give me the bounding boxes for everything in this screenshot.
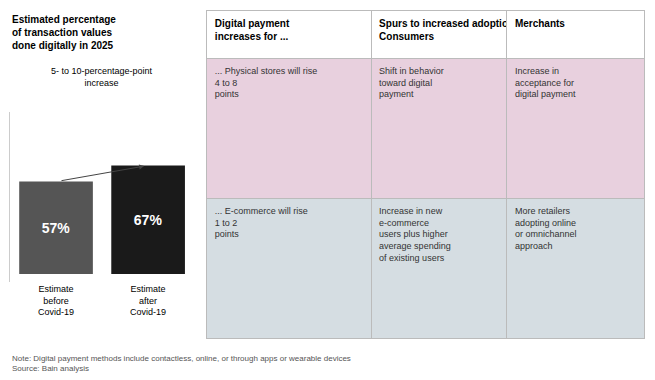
svg-text:Note: Digital payment methods: Note: Digital payment methods include co…: [12, 354, 351, 373]
svg-text:67%: 67%: [134, 212, 163, 228]
svg-text:Spurs to increased adoption fo: Spurs to increased adoption forConsumers: [379, 18, 508, 42]
svg-text:EstimateafterCovid-19: EstimateafterCovid-19: [130, 284, 166, 317]
svg-text:Shift in behaviortoward digita: Shift in behaviortoward digitalpayment: [379, 66, 444, 99]
svg-text:EstimatebeforeCovid-19: EstimatebeforeCovid-19: [38, 284, 74, 317]
svg-text:57%: 57%: [42, 220, 71, 236]
svg-text:... E-commerce will rise1 to 2: ... E-commerce will rise1 to 2points: [215, 206, 308, 239]
svg-text:Digital paymentincreases for .: Digital paymentincreases for ...: [215, 18, 290, 42]
svg-text:Increase inacceptance fordigit: Increase inacceptance fordigital payment: [515, 66, 576, 99]
svg-text:Increase in newe-commerceusers: Increase in newe-commerceusers plus high…: [379, 206, 451, 263]
svg-text:Merchants: Merchants: [515, 18, 565, 29]
svg-text:... Physical stores will rise4: ... Physical stores will rise4 to 8point…: [215, 66, 318, 99]
svg-text:More retailersadopting onlineo: More retailersadopting onlineor omnichan…: [515, 206, 577, 251]
svg-text:5- to 10-percentage-pointincre: 5- to 10-percentage-pointincrease: [51, 66, 153, 88]
svg-text:Estimated percentageof transac: Estimated percentageof transaction value…: [12, 14, 116, 51]
